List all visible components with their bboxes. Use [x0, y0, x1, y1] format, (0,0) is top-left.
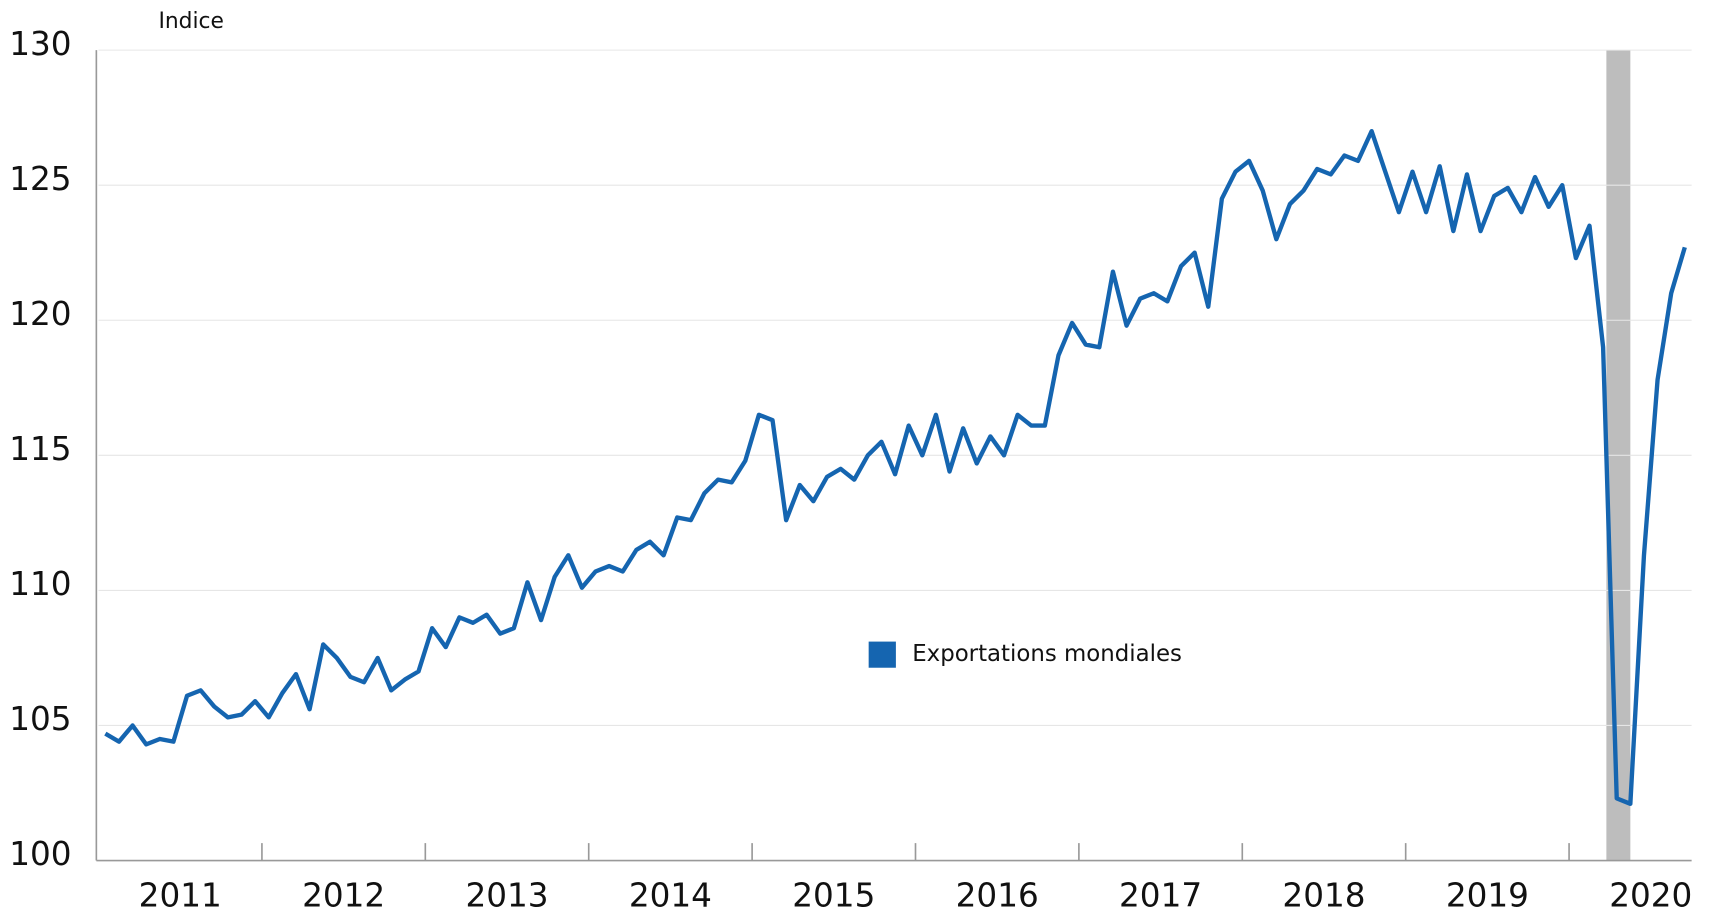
y-tick-label: 100: [9, 835, 71, 873]
y-axis-label: Indice: [158, 9, 223, 34]
x-tick-label: 2018: [1282, 877, 1365, 915]
legend-label: Exportations mondiales: [912, 641, 1182, 667]
x-tick-label: 2011: [139, 877, 222, 915]
y-tick-label: 110: [9, 565, 71, 603]
y-tick-label: 130: [9, 25, 71, 63]
legend-swatch: [868, 641, 896, 668]
x-tick-label: 2016: [956, 877, 1039, 915]
y-tick-label: 105: [9, 700, 71, 738]
y-tick-label: 120: [9, 295, 71, 333]
x-tick-label: 2019: [1446, 877, 1529, 915]
x-tick-label: 2013: [465, 877, 548, 915]
line-series: [104, 128, 1687, 806]
x-tick-label: 2017: [1119, 877, 1202, 915]
y-tick-label: 125: [9, 160, 71, 198]
x-tick-label: 2012: [302, 877, 385, 915]
x-tick-label: 2015: [792, 877, 875, 915]
x-tick-label: 2014: [629, 877, 712, 915]
x-tick-label: 2020: [1609, 877, 1692, 915]
y-tick-label: 115: [9, 430, 71, 468]
